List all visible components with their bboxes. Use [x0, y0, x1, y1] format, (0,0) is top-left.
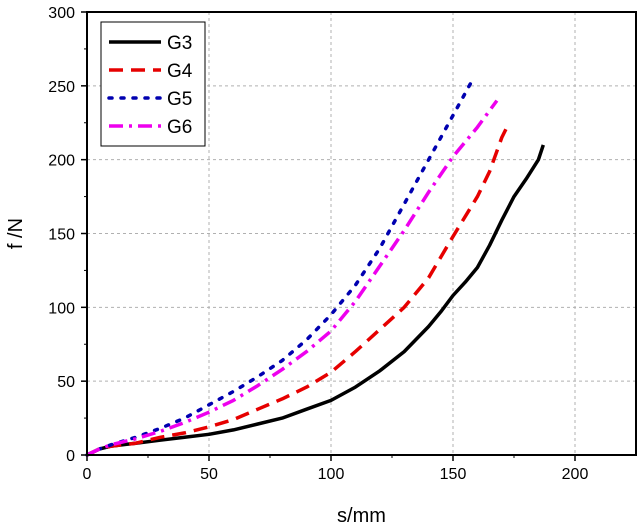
x-tick-label: 0	[83, 466, 92, 483]
y-tick-label: 200	[48, 153, 75, 170]
y-tick-label: 150	[48, 227, 75, 244]
y-tick-label: 100	[48, 300, 75, 317]
legend-label-g3: G3	[167, 33, 192, 54]
series-layer	[85, 78, 545, 457]
series-line-g3	[86, 144, 545, 457]
axis-ticks: 0 50 100 150 200 0 50 100 150 200 250 300	[48, 5, 588, 483]
legend-label-g4: G4	[167, 61, 193, 82]
series-line-g6	[86, 99, 499, 457]
x-tick-label: 100	[318, 466, 345, 483]
x-tick-label: 50	[200, 466, 218, 483]
x-axis-title: s/mm	[337, 505, 386, 527]
x-tick-label: 200	[562, 466, 589, 483]
series-line-g5	[85, 78, 475, 457]
y-tick-label: 0	[66, 448, 75, 465]
y-axis-title: f /N	[5, 218, 27, 249]
series-line-g4	[86, 122, 511, 457]
legend-label-g6: G6	[167, 117, 192, 138]
y-tick-label: 300	[48, 5, 75, 22]
x-tick-label: 150	[440, 466, 467, 483]
y-tick-label: 250	[48, 79, 75, 96]
y-tick-label: 50	[57, 374, 75, 391]
legend: G3 G4 G5 G6	[100, 21, 206, 147]
legend-label-g5: G5	[167, 89, 192, 110]
